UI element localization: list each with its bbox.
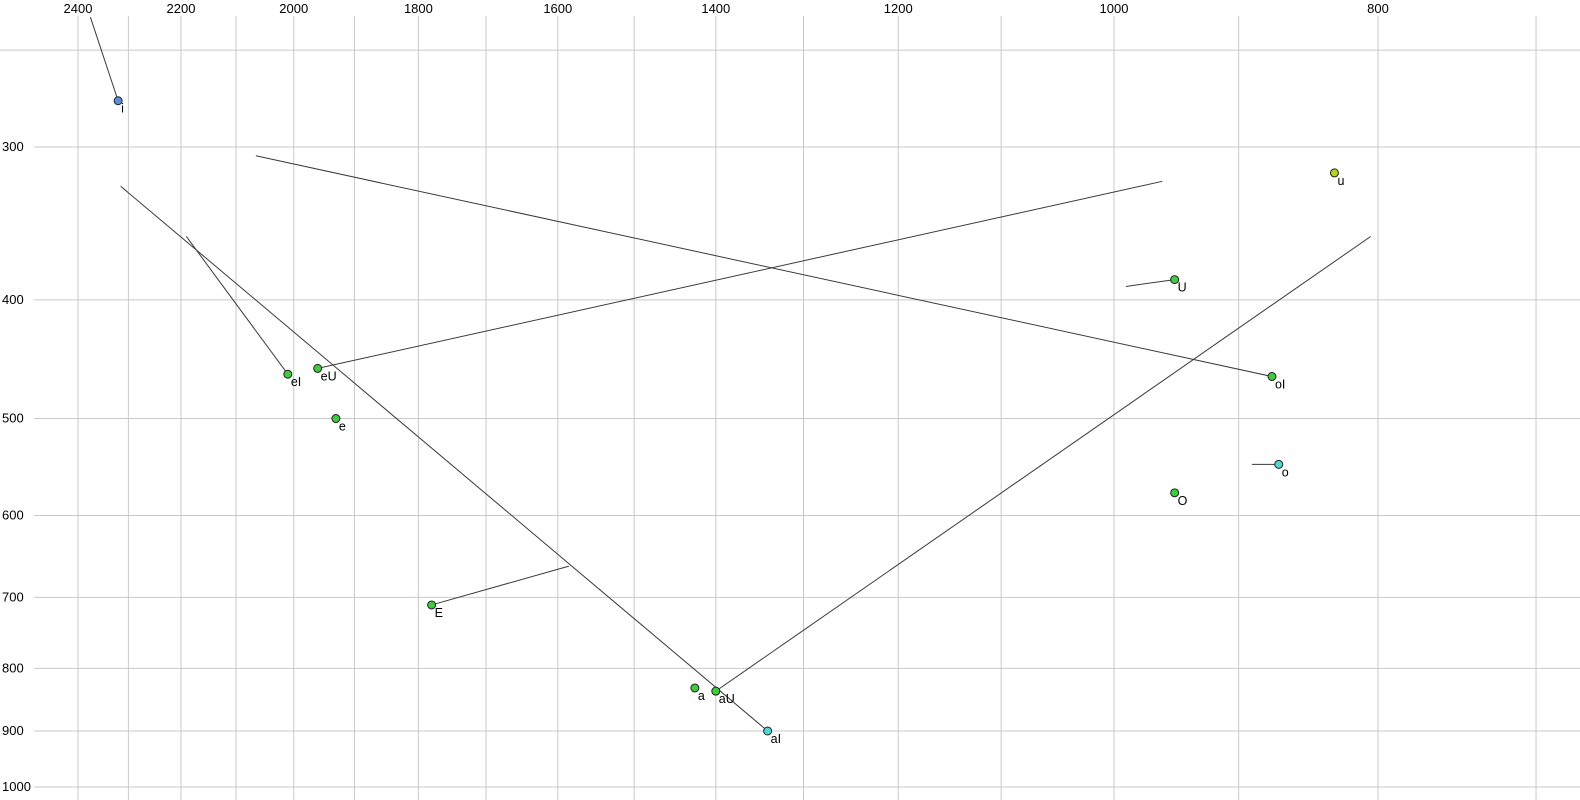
- y-tick-label-400: 400: [2, 292, 24, 307]
- x-tick-label-2400: 2400: [64, 1, 93, 16]
- x-tick-label-2000: 2000: [279, 1, 308, 16]
- y-tick-label-backing: [0, 410, 34, 427]
- y-tick-label-backing: [0, 779, 34, 796]
- vowel-point-a[interactable]: [690, 683, 700, 693]
- vowel-point-i[interactable]: [113, 96, 123, 106]
- x-tick-label-1600: 1600: [543, 1, 572, 16]
- vowel-label-aI: aI: [771, 732, 781, 746]
- y-tick-label-backing: [0, 722, 34, 739]
- vowel-label-aU: aU: [719, 692, 735, 706]
- vowel-point-oI[interactable]: [1267, 372, 1277, 382]
- y-tick-label-700: 700: [2, 589, 24, 604]
- y-tick-label-backing: [0, 139, 34, 155]
- trajectory-line-E: [431, 565, 570, 606]
- y-tick-label-backing: [0, 507, 34, 524]
- trajectory-line-oI: [255, 155, 1273, 378]
- y-tick-label-900: 900: [2, 723, 24, 738]
- trajectory-line-eU: [317, 180, 1163, 369]
- vowel-label-o: o: [1282, 465, 1289, 479]
- vowel-label-eI: eI: [291, 375, 301, 389]
- x-tick-label-800: 800: [1367, 1, 1389, 16]
- vowel-point-eU[interactable]: [313, 363, 323, 373]
- trajectory-line-i: [89, 17, 119, 101]
- vowel-label-a: a: [698, 689, 705, 703]
- vowel-label-E: E: [435, 606, 443, 620]
- vowel-point-e[interactable]: [331, 414, 341, 424]
- vowel-label-O: O: [1178, 494, 1188, 508]
- vowel-label-i: i: [121, 102, 124, 116]
- y-tick-label-600: 600: [2, 507, 24, 522]
- x-tick-label-1000: 1000: [1100, 1, 1129, 16]
- trajectory-line-U: [1125, 279, 1175, 287]
- y-tick-label-500: 500: [2, 411, 24, 426]
- vowel-label-u: u: [1337, 174, 1344, 188]
- vowel-point-aI[interactable]: [763, 726, 773, 736]
- trajectory-line-eI: [185, 236, 289, 375]
- vowel-point-eI[interactable]: [283, 369, 293, 379]
- y-tick-label-backing: [0, 291, 34, 308]
- vowel-point-O[interactable]: [1170, 488, 1180, 498]
- x-tick-label-1800: 1800: [404, 1, 433, 16]
- vowel-point-E[interactable]: [427, 600, 437, 610]
- vowel-point-u[interactable]: [1329, 168, 1339, 178]
- vowel-label-U: U: [1178, 281, 1187, 295]
- y-tick-label-300: 300: [2, 139, 24, 154]
- x-tick-label-1400: 1400: [701, 1, 730, 16]
- vowel-point-U[interactable]: [1170, 275, 1180, 285]
- vowel-point-aU[interactable]: [711, 686, 721, 696]
- y-tick-label-1000: 1000: [2, 779, 31, 794]
- vowel-label-eU: eU: [321, 369, 337, 383]
- y-tick-label-backing: [0, 660, 34, 677]
- y-tick-label-800: 800: [2, 660, 24, 675]
- trajectory-line-aI: [120, 185, 768, 732]
- x-tick-label-2200: 2200: [167, 1, 196, 16]
- y-tick-label-backing: [0, 589, 34, 606]
- vowel-label-oI: oI: [1275, 378, 1285, 392]
- vowel-point-o[interactable]: [1274, 459, 1284, 469]
- x-tick-label-1200: 1200: [884, 1, 913, 16]
- vowel-label-e: e: [339, 420, 346, 434]
- trajectory-line-aU: [715, 236, 1371, 692]
